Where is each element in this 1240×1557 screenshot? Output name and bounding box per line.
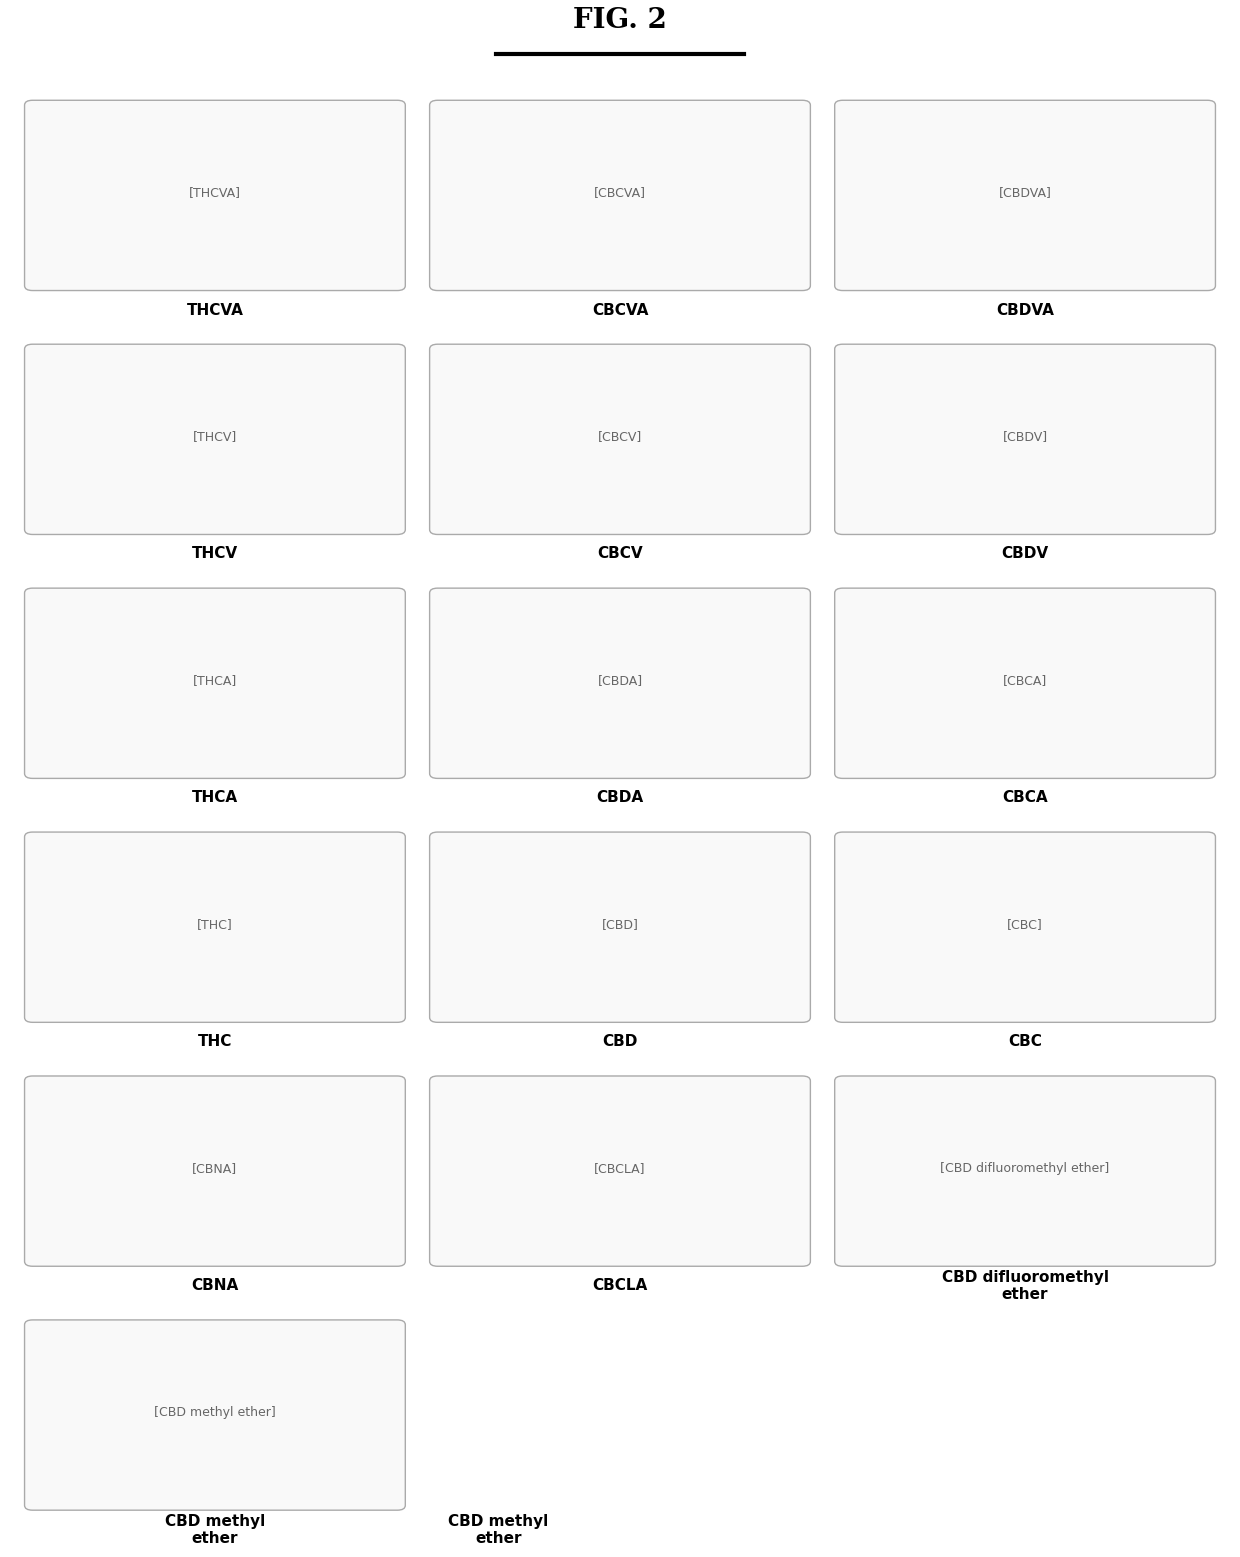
Text: [CBD difluoromethyl ether]: [CBD difluoromethyl ether] <box>940 1162 1110 1176</box>
Text: THCV: THCV <box>192 547 238 562</box>
Text: CBD methyl
ether: CBD methyl ether <box>165 1513 265 1546</box>
Text: [CBCVA]: [CBCVA] <box>594 187 646 199</box>
Text: [CBD methyl ether]: [CBD methyl ether] <box>154 1406 275 1418</box>
Text: CBCA: CBCA <box>1002 791 1048 805</box>
Text: CBD methyl
ether: CBD methyl ether <box>449 1513 548 1546</box>
Text: [CBDA]: [CBDA] <box>598 674 642 687</box>
FancyBboxPatch shape <box>429 831 811 1023</box>
FancyBboxPatch shape <box>835 831 1215 1023</box>
Text: CBDA: CBDA <box>596 791 644 805</box>
FancyBboxPatch shape <box>25 100 405 291</box>
Text: [CBD]: [CBD] <box>601 919 639 931</box>
FancyBboxPatch shape <box>25 831 405 1023</box>
Text: CBCLA: CBCLA <box>593 1278 647 1294</box>
Text: CBD: CBD <box>603 1034 637 1049</box>
Text: CBCVA: CBCVA <box>591 302 649 318</box>
Text: CBDV: CBDV <box>1002 547 1049 562</box>
FancyBboxPatch shape <box>429 344 811 534</box>
FancyBboxPatch shape <box>835 100 1215 291</box>
Text: [THC]: [THC] <box>197 919 233 931</box>
FancyBboxPatch shape <box>25 344 405 534</box>
Text: CBNA: CBNA <box>191 1278 238 1294</box>
FancyBboxPatch shape <box>25 1076 405 1266</box>
Text: [CBCA]: [CBCA] <box>1003 674 1048 687</box>
Text: [CBNA]: [CBNA] <box>192 1162 238 1176</box>
Text: [CBDV]: [CBDV] <box>1002 430 1048 444</box>
Text: [CBDVA]: [CBDVA] <box>998 187 1052 199</box>
Text: [CBCV]: [CBCV] <box>598 430 642 444</box>
Text: CBC: CBC <box>1008 1034 1042 1049</box>
FancyBboxPatch shape <box>429 1076 811 1266</box>
Text: CBCV: CBCV <box>598 547 642 562</box>
FancyBboxPatch shape <box>835 589 1215 778</box>
Text: THCA: THCA <box>192 791 238 805</box>
FancyBboxPatch shape <box>429 589 811 778</box>
Text: CBD difluoromethyl
ether: CBD difluoromethyl ether <box>941 1269 1109 1302</box>
Text: THC: THC <box>197 1034 232 1049</box>
Text: THCVA: THCVA <box>186 302 243 318</box>
Text: [CBC]: [CBC] <box>1007 919 1043 931</box>
Text: FIG. 2: FIG. 2 <box>573 8 667 34</box>
FancyBboxPatch shape <box>25 589 405 778</box>
Text: [THCV]: [THCV] <box>192 430 237 444</box>
Text: [THCVA]: [THCVA] <box>188 187 241 199</box>
FancyBboxPatch shape <box>429 100 811 291</box>
Text: [CBCLA]: [CBCLA] <box>594 1162 646 1176</box>
FancyBboxPatch shape <box>835 1076 1215 1266</box>
FancyBboxPatch shape <box>835 344 1215 534</box>
Text: CBDVA: CBDVA <box>996 302 1054 318</box>
Text: [THCA]: [THCA] <box>192 674 237 687</box>
FancyBboxPatch shape <box>25 1320 405 1510</box>
